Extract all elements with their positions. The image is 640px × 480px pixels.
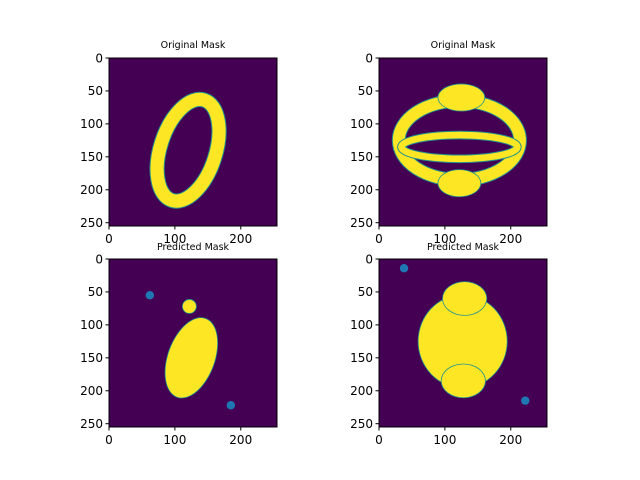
y-tick-label: 250 (350, 417, 373, 431)
y-tick-label: 0 (365, 51, 373, 65)
mask-blob (441, 364, 486, 398)
mask-layer (149, 91, 227, 209)
axes-frame (378, 258, 548, 428)
y-tick-label: 100 (80, 117, 103, 131)
axes-frame (108, 57, 278, 227)
prompt-point (399, 264, 409, 273)
subplot-title: Predicted Mask (157, 242, 230, 253)
y-tick-label: 0 (95, 252, 103, 266)
subplot-top-right: 0 100 200 0 50 100 150 200 250 Original Mask (350, 40, 548, 246)
y-tick-label: 250 (80, 417, 103, 431)
y-tick-label: 50 (358, 84, 373, 98)
y-tick-label: 200 (80, 183, 103, 197)
mask-ring (150, 92, 226, 208)
x-tick-label: 100 (433, 433, 456, 447)
x-tick-label: 0 (375, 433, 383, 447)
y-tick-label: 150 (80, 150, 103, 164)
y-tick-label: 100 (350, 117, 373, 131)
subplot-bottom-right: 0 100 200 0 50 100 150 200 250 Predicted Mask (350, 242, 548, 447)
x-tick-label: 0 (375, 232, 383, 246)
y-tick-label: 200 (80, 384, 103, 398)
y-tick-label: 250 (350, 216, 373, 230)
subplot-top-left: 0 100 200 0 50 100 150 200 250 Original Mask (80, 40, 278, 246)
mask-layer (164, 299, 219, 399)
mask-blob (182, 299, 196, 314)
x-tick-label: 0 (105, 433, 113, 447)
x-tick-label: 200 (499, 433, 522, 447)
x-tick-label: 200 (229, 433, 252, 447)
y-tick-label: 100 (80, 318, 103, 332)
y-tick-label: 200 (350, 183, 373, 197)
mask-layer (391, 83, 527, 198)
axes-frame (378, 57, 548, 227)
y-tick-label: 100 (350, 318, 373, 332)
mask-blob (442, 282, 487, 315)
y-tick-label: 0 (365, 252, 373, 266)
x-tick-label: 100 (433, 232, 456, 246)
x-tick-label: 0 (105, 232, 113, 246)
x-tick-label: 200 (499, 232, 522, 246)
subplot-title: Original Mask (161, 40, 226, 51)
axes-frame (108, 258, 278, 428)
subplot-title: Original Mask (431, 40, 496, 51)
prompt-point (226, 401, 236, 410)
mask-blob (418, 295, 507, 388)
prompt-point (145, 291, 155, 300)
y-tick-label: 150 (350, 150, 373, 164)
y-tick-label: 50 (88, 285, 103, 299)
y-tick-label: 250 (80, 216, 103, 230)
mask-blob (438, 84, 485, 111)
prompt-point (521, 396, 530, 405)
y-tick-label: 150 (80, 351, 103, 365)
mask-layer (417, 281, 508, 399)
x-tick-label: 100 (163, 433, 186, 447)
subplot-bottom-left: 0 100 200 0 50 100 150 200 250 Predicted Mask (80, 242, 278, 447)
x-tick-label: 200 (229, 232, 252, 246)
y-tick-label: 150 (350, 351, 373, 365)
y-tick-label: 200 (350, 384, 373, 398)
x-tick-label: 100 (163, 232, 186, 246)
y-tick-label: 0 (95, 51, 103, 65)
mask-blob (438, 170, 481, 197)
y-tick-label: 50 (358, 285, 373, 299)
y-tick-label: 50 (88, 84, 103, 98)
mask-ring (398, 131, 521, 163)
mask-blob (165, 318, 218, 398)
subplot-title: Predicted Mask (427, 242, 500, 253)
